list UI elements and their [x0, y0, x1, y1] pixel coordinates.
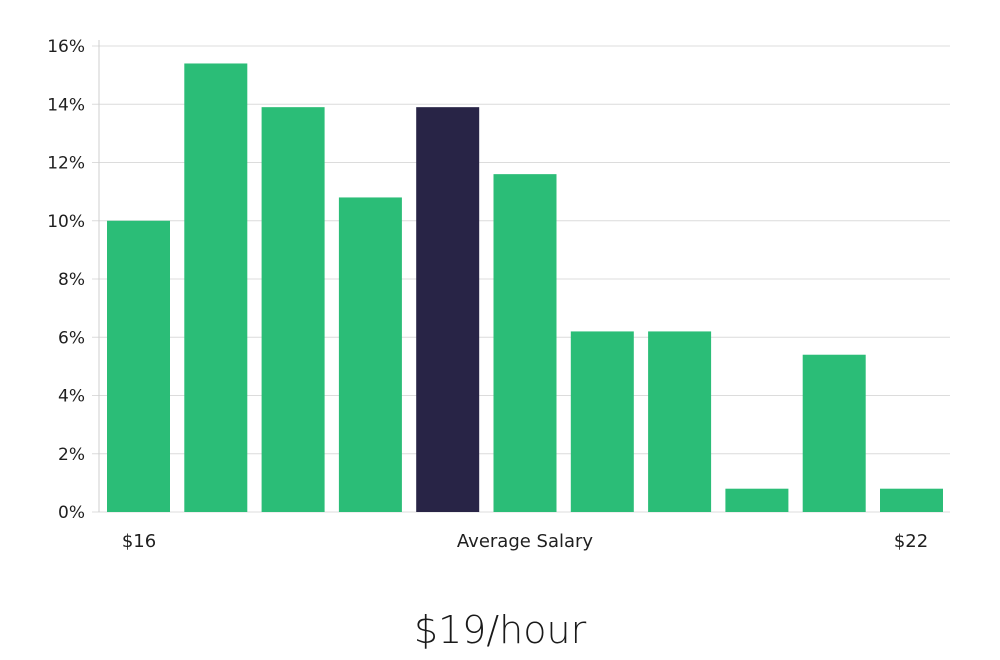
x-label-end: $22 [894, 531, 928, 552]
y-tick-label: 4% [58, 387, 85, 407]
y-tick-label: 8% [58, 270, 85, 290]
bar [338, 197, 402, 512]
salary-histogram: 0% 2% 4% 6% 8% 10% 12% 14% 16% $16 Average Salar… [47, 37, 950, 552]
bar [184, 63, 248, 512]
bar-highlighted [416, 107, 480, 512]
bar [261, 107, 325, 512]
y-tick-label: 2% [58, 445, 85, 465]
y-tick-label: 6% [58, 328, 85, 348]
y-tick-label: 12% [47, 154, 85, 174]
bar [107, 220, 170, 512]
bars [107, 63, 943, 512]
x-label-average: Average Salary [457, 531, 594, 552]
bar [493, 174, 557, 512]
y-tick-label: 14% [47, 95, 85, 115]
y-tick-label: 10% [47, 212, 85, 232]
bar [570, 331, 634, 512]
y-tick-label: 0% [58, 503, 85, 523]
bar [802, 354, 866, 512]
y-tick-labels: 0% 2% 4% 6% 8% 10% 12% 14% 16% [47, 37, 85, 523]
x-label-start: $16 [122, 531, 156, 552]
y-tick-label: 16% [47, 37, 85, 57]
bar [648, 331, 712, 512]
average-salary-value: $19/hour [413, 608, 587, 652]
bar [725, 488, 789, 512]
bar [880, 488, 943, 512]
